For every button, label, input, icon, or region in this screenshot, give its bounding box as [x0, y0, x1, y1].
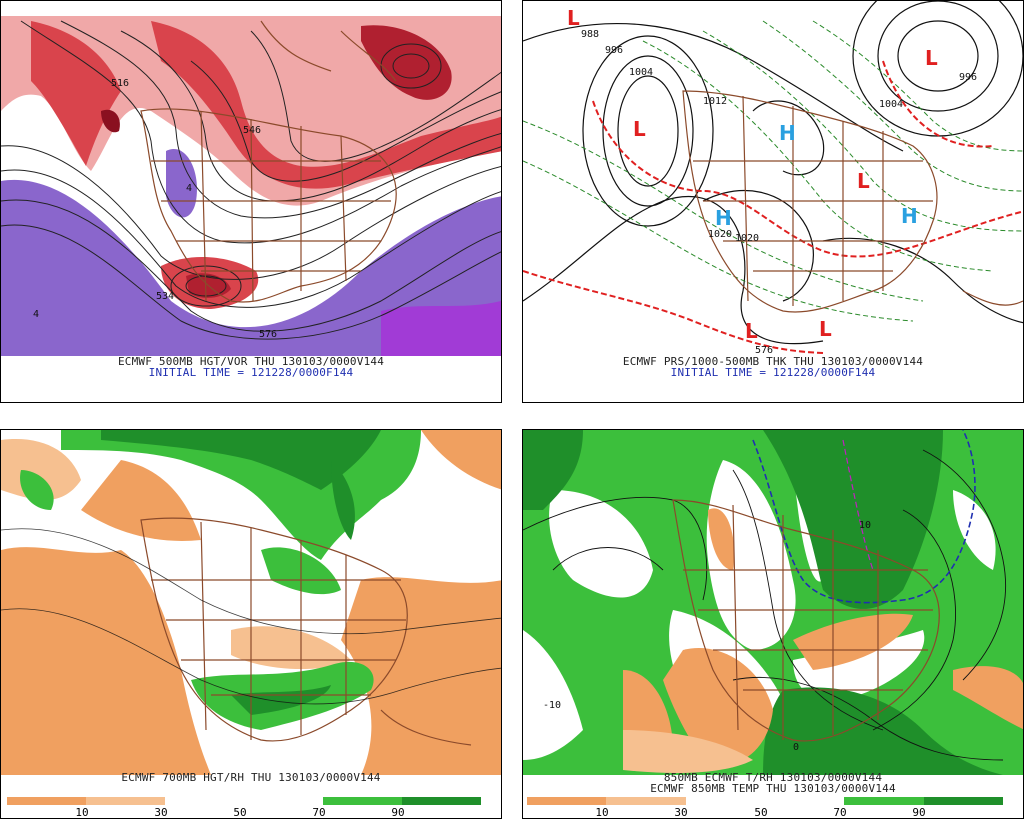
panel-caption-line1: ECMWF 500MB HGT/VOR THU 130103/0000V144 — [117, 355, 385, 368]
temperature-label: 0 — [793, 742, 799, 753]
temperature-labels: -10 10 0 — [543, 520, 871, 753]
low-pressure-marker: L — [633, 117, 646, 141]
rh-color-scale — [7, 797, 481, 805]
panel-pressure-thickness: 988 996 1004 1012 1020 1020 996 1004 576… — [522, 0, 1024, 403]
temperature-label: -10 — [543, 700, 561, 711]
rh-color-scale — [527, 797, 1003, 805]
scale-bin — [685, 797, 765, 805]
thickness-label: 576 — [755, 345, 773, 356]
scale-bin — [527, 797, 607, 805]
scale-tick-label: 90 — [912, 806, 926, 819]
vorticity-label: 4 — [33, 309, 39, 320]
scale-tick-label: 70 — [833, 806, 847, 819]
panel-caption-line1: 850MB ECMWF T/RH 130103/0000V144 — [663, 771, 883, 784]
panel-caption-line2: ECMWF 850MB TEMP THU 130103/0000V144 — [650, 782, 896, 795]
scale-bin — [86, 797, 165, 805]
vorticity-label: 4 — [186, 183, 192, 194]
isobar-label: 1004 — [629, 67, 653, 78]
isobar-label: 1020 — [735, 233, 759, 244]
scale-bin — [244, 797, 323, 805]
scale-tick-label: 90 — [391, 806, 405, 819]
isobar-labels: 988 996 1004 1012 1020 1020 996 1004 576 — [581, 29, 977, 356]
height-label: 576 — [259, 329, 277, 340]
panel-500mb-hgt-vor: 4 4 576 546 534 516 ECMWF 500MB HGT/VOR … — [0, 0, 502, 403]
high-pressure-marker: H — [901, 204, 918, 228]
isobar-label: 1012 — [703, 96, 727, 107]
panel-caption-line2: INITIAL TIME = 121228/0000F144 — [670, 366, 876, 379]
scale-bin — [923, 797, 1003, 805]
scale-tick-label: 10 — [595, 806, 609, 819]
scale-tick-label: 30 — [154, 806, 168, 819]
isobar-label: 1004 — [879, 99, 903, 110]
panel-850mb-t-rh: -10 10 0 850MB ECMWF T/RH 130103/0000V14… — [522, 429, 1024, 819]
scale-bin — [7, 797, 86, 805]
high-pressure-marker: H — [779, 121, 796, 145]
scale-tick-label: 10 — [75, 806, 89, 819]
panel-caption-line2: INITIAL TIME = 121228/0000F144 — [148, 366, 354, 379]
height-label: 534 — [156, 291, 174, 302]
scale-bin — [323, 797, 402, 805]
low-pressure-marker: L — [745, 319, 758, 343]
low-pressure-marker: L — [819, 317, 832, 341]
low-pressure-marker: L — [925, 46, 938, 70]
scale-bin — [764, 797, 845, 805]
high-pressure-marker: H — [715, 206, 732, 230]
rh850-map: -10 10 0 — [523, 430, 1023, 775]
scale-tick-label: 70 — [312, 806, 326, 819]
scale-bin — [165, 797, 244, 805]
panel-700mb-hgt-rh: ECMWF 700MB HGT/RH THU 130103/0000V144 1… — [0, 429, 502, 819]
isobar-label: 1020 — [708, 229, 732, 240]
isobar-label: 996 — [605, 45, 623, 56]
low-pressure-marker: L — [567, 6, 580, 30]
temperature-label: 10 — [859, 520, 871, 531]
scale-tick-label: 30 — [674, 806, 688, 819]
pressure-map: 988 996 1004 1012 1020 1020 996 1004 576 — [523, 1, 1023, 356]
scale-bin — [402, 797, 481, 805]
rh700-map — [1, 430, 501, 775]
scale-bin — [844, 797, 924, 805]
scale-tick-label: 50 — [754, 806, 768, 819]
vorticity-map: 4 4 576 546 534 516 — [1, 1, 501, 356]
height-label: 546 — [243, 125, 261, 136]
contour-labels: 4 4 576 546 534 516 — [33, 78, 277, 340]
isobar-label: 996 — [959, 72, 977, 83]
scale-bin — [606, 797, 686, 805]
isobar-label: 988 — [581, 29, 599, 40]
height-label: 516 — [111, 78, 129, 89]
low-pressure-marker: L — [857, 169, 870, 193]
panel-caption-line1: ECMWF PRS/1000-500MB THK THU 130103/0000… — [622, 355, 924, 368]
scale-tick-label: 50 — [233, 806, 247, 819]
panel-caption-line1: ECMWF 700MB HGT/RH THU 130103/0000V144 — [121, 771, 381, 784]
